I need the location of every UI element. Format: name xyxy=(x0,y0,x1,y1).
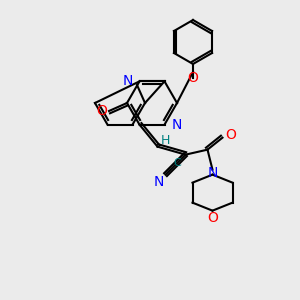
Text: H: H xyxy=(161,134,170,147)
Text: O: O xyxy=(207,211,218,225)
Text: N: N xyxy=(153,175,164,189)
Text: O: O xyxy=(188,71,198,85)
Text: O: O xyxy=(97,104,107,118)
Text: N: N xyxy=(122,74,133,88)
Text: N: N xyxy=(207,166,218,180)
Text: N: N xyxy=(172,118,182,132)
Text: O: O xyxy=(225,128,236,142)
Text: C: C xyxy=(174,158,182,168)
